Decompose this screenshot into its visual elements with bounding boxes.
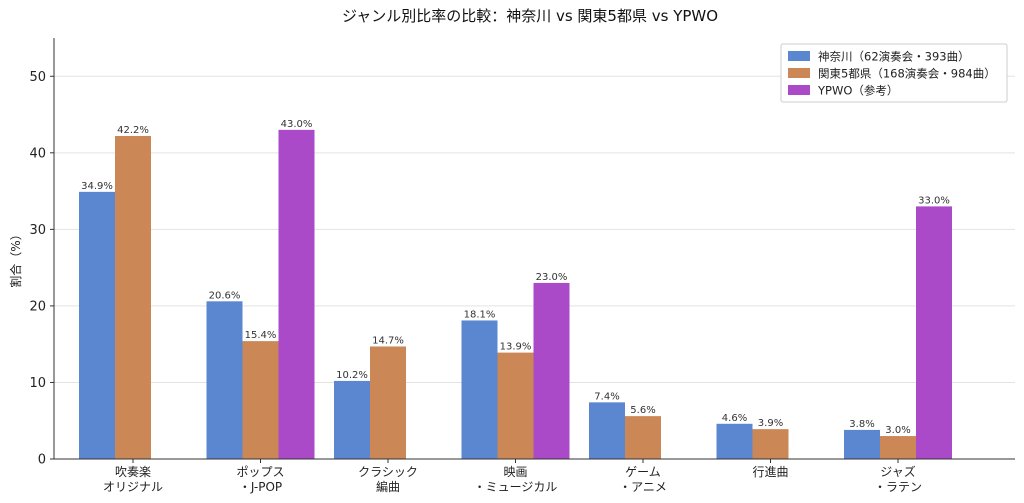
legend-box <box>780 43 1008 103</box>
y-axis-label: 割合（%） <box>8 228 23 287</box>
legend-swatch <box>788 85 810 95</box>
y-tick-label: 0 <box>38 453 46 468</box>
legend-swatch <box>788 68 810 78</box>
bar <box>115 135 151 459</box>
y-tick-label: 20 <box>29 299 46 314</box>
bar <box>589 402 625 459</box>
bar <box>79 191 115 459</box>
data-labels: 34.9% 42.2% 20.6% 15.4% 43.0% 10.2% 14.7% 18.1%… <box>81 119 950 436</box>
data-label: 33.0% <box>918 195 950 206</box>
bar <box>844 429 880 459</box>
data-label: 20.6% <box>209 290 241 301</box>
x-tick-label: 行進曲 <box>752 465 788 479</box>
y-tick-label: 30 <box>29 223 46 238</box>
data-label: 15.4% <box>245 330 277 341</box>
bar <box>752 429 789 459</box>
data-label: 3.0% <box>885 425 910 436</box>
data-label: 13.9% <box>500 342 532 353</box>
legend-entry: 神奈川（62演奏会・393曲） <box>818 50 970 64</box>
x-tick-label: 吹奏楽 <box>115 465 151 479</box>
x-tick-label: ・ミュージカル <box>474 480 558 494</box>
x-tick-label: ゲーム <box>625 465 661 479</box>
y-tick-label: 40 <box>29 146 46 161</box>
data-label: 18.1% <box>464 309 496 320</box>
x-tick-label: ・ラテン <box>874 480 922 494</box>
bar <box>625 416 661 459</box>
x-tick-label: ・J-POP <box>239 480 282 494</box>
legend-entry: 関東5都県（168演奏会・984曲） <box>818 67 996 81</box>
chart-title: ジャンル別比率の比較：神奈川 vs 関東5都県 vs YPWO <box>342 7 718 25</box>
x-tick-label: オリジナル <box>103 480 163 494</box>
bar <box>716 423 753 459</box>
bar <box>916 206 952 459</box>
x-tick-label: ポップス <box>236 465 284 479</box>
data-label: 14.7% <box>372 335 404 346</box>
bar <box>278 129 315 459</box>
data-label: 42.2% <box>117 125 149 136</box>
data-label: 3.9% <box>758 418 783 429</box>
data-label: 5.6% <box>630 405 655 416</box>
x-tick-label: 編曲 <box>376 479 400 494</box>
data-label: 4.6% <box>722 413 747 424</box>
data-label: 10.2% <box>336 370 368 381</box>
data-label: 43.0% <box>281 119 313 130</box>
bar <box>334 380 370 459</box>
x-tick-label: ・アニメ <box>619 480 667 494</box>
bar <box>497 352 534 459</box>
bar <box>206 301 243 459</box>
bar <box>461 320 498 459</box>
data-label: 23.0% <box>536 272 568 283</box>
data-label: 3.8% <box>849 419 874 430</box>
legend-entry: YPWO（参考） <box>817 84 898 98</box>
bar <box>370 346 406 459</box>
data-label: 34.9% <box>81 181 113 192</box>
axes <box>53 38 1015 460</box>
y-tick-label: 50 <box>29 70 46 85</box>
bar <box>533 282 570 459</box>
y-tick-label: 10 <box>29 376 46 391</box>
legend-swatch <box>788 51 810 61</box>
x-tick-label: ジャズ <box>880 464 915 479</box>
bars <box>79 129 952 459</box>
x-tick-label: クラシック <box>358 465 418 479</box>
legend: 神奈川（62演奏会・393曲） 関東5都県（168演奏会・984曲） YPWO（参考… <box>780 43 1008 103</box>
x-tick-label: 映画 <box>503 465 527 479</box>
bar <box>880 436 916 459</box>
data-label: 7.4% <box>594 391 619 402</box>
bar <box>242 341 279 459</box>
